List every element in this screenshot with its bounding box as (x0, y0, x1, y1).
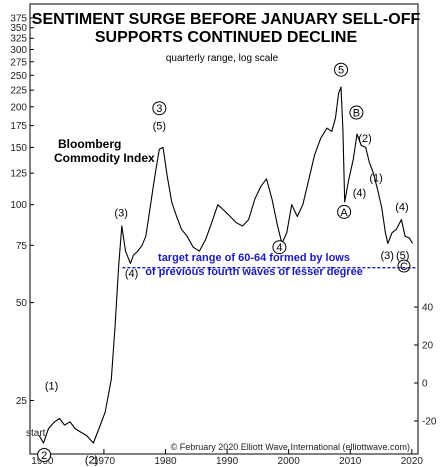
end-wave-label: (5) (396, 250, 409, 262)
wave-label-9: (1) (369, 172, 382, 184)
wave-labels: (1) (2) (3) (4) (5) (4) (3) (4) (2) (1) (45, 121, 409, 467)
series-line (38, 86, 413, 444)
left-tick-label-4: 275 (10, 57, 27, 68)
left-tick-label-7: 200 (10, 102, 27, 113)
wave-label-1: (2) (85, 455, 98, 467)
end-circle (397, 259, 411, 273)
wave-label-7: (4) (395, 201, 408, 213)
circled-marker-4 (337, 204, 352, 219)
circled-label-1: 3 (156, 103, 162, 115)
circled-label-2: 4 (276, 242, 282, 254)
circled-marker-3 (334, 62, 349, 77)
left-tick-label-5: 250 (10, 71, 27, 82)
x-tick-label-4: 2000 (278, 456, 301, 467)
right-tick-label-3: -20 (422, 417, 437, 428)
left-tick-label-10: 125 (10, 169, 27, 180)
x-tick-label-3: 1990 (216, 456, 239, 467)
right-tick-label-2: 0 (422, 379, 428, 390)
left-tick-label-13: 50 (16, 298, 28, 309)
right-tick-label-1: 20 (422, 341, 434, 352)
plot-frame (29, 3, 419, 455)
left-tick-label-12: 75 (16, 241, 28, 252)
right-tick-label-0: 40 (422, 303, 434, 314)
wave-label-0: (1) (45, 381, 58, 393)
wave-label-3: (4) (125, 268, 138, 280)
left-tick-label-14: 25 (16, 396, 28, 407)
left-tick-label-6: 225 (10, 86, 27, 97)
series-label-line2: Commodity Index (54, 151, 155, 165)
end-circle-label: C (400, 261, 408, 273)
x-tick-label-6: 2020 (401, 456, 424, 467)
circled-labels: 2 3 4 5 A B (37, 62, 364, 462)
series-label-line1: Bloomberg (58, 137, 121, 151)
wave-label-2: (3) (114, 207, 127, 219)
chart-subtitle: quarterly range, log scale (166, 53, 279, 64)
wave-label-4: (5) (153, 121, 166, 133)
left-tick-label-2: 325 (10, 34, 27, 45)
annotation-line1: target range of 60-64 formed by lows (158, 252, 350, 264)
left-tick-label-3: 300 (10, 45, 27, 56)
copyright-text: © February 2020 Elliott Wave Internation… (171, 442, 410, 452)
chart-title-line2: SUPPORTS CONTINUED DECLINE (95, 29, 358, 46)
right-axis: 40 20 0 -20 (414, 303, 437, 428)
circled-marker-1 (152, 101, 167, 116)
start-label: start (26, 428, 46, 439)
x-tick-label-2: 1980 (154, 456, 177, 467)
circled-marker-0 (37, 447, 52, 462)
circled-marker-5 (349, 105, 364, 120)
annotation-line2: of previous fourth waves of lesser degre… (145, 266, 363, 278)
circled-label-0: 2 (41, 450, 47, 462)
wave-label-6: (3) (380, 250, 393, 262)
chart-title-line1: SENTIMENT SURGE BEFORE JANUARY SELL-OFF (32, 11, 421, 28)
left-tick-label-9: 150 (10, 143, 27, 154)
x-tick-label-5: 2010 (339, 456, 362, 467)
circled-label-4: A (340, 207, 348, 219)
circled-marker-2 (272, 240, 287, 255)
left-tick-label-11: 100 (10, 200, 27, 211)
left-tick-label-0: 375 (10, 14, 27, 25)
wave-label-5: (4) (353, 187, 366, 199)
left-tick-label-1: 350 (10, 23, 27, 34)
wave-label-8: (2) (358, 133, 371, 145)
circled-label-3: 5 (338, 65, 344, 77)
circled-label-5: B (353, 108, 360, 120)
left-tick-label-8: 175 (10, 121, 27, 132)
x-tick-label-1: 1970 (93, 456, 116, 467)
